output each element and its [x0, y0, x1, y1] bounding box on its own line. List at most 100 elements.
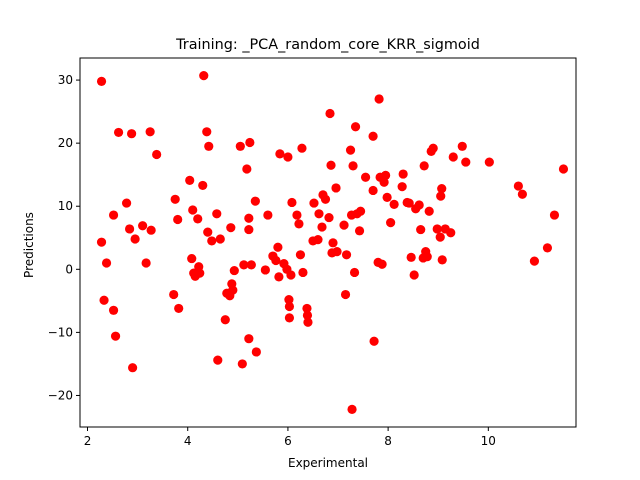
data-point: [414, 200, 424, 210]
y-tick-label: 20: [58, 136, 73, 150]
data-point: [242, 164, 252, 174]
data-point: [212, 209, 222, 219]
data-point: [348, 161, 358, 171]
data-point: [298, 267, 308, 278]
data-point: [138, 221, 148, 231]
data-point: [226, 223, 236, 233]
data-point: [406, 252, 416, 262]
data-point: [382, 192, 392, 202]
data-point: [517, 189, 527, 199]
data-point: [303, 317, 313, 327]
data-point: [409, 270, 419, 280]
data-point: [110, 331, 121, 341]
data-point: [235, 141, 245, 151]
data-point: [152, 149, 162, 160]
data-point: [237, 359, 247, 369]
data-point: [284, 313, 295, 323]
data-point: [313, 235, 323, 245]
data-point: [549, 210, 560, 220]
data-point: [199, 71, 209, 81]
data-point: [424, 206, 434, 216]
data-point: [325, 108, 335, 119]
data-point: [260, 265, 270, 275]
data-point: [141, 258, 151, 268]
data-point: [339, 220, 349, 230]
data-point: [286, 270, 296, 280]
data-point: [389, 199, 399, 209]
data-point: [347, 404, 357, 414]
data-point: [294, 219, 304, 229]
data-point: [246, 260, 256, 270]
data-point: [263, 210, 273, 220]
data-point: [326, 160, 336, 170]
data-point: [203, 227, 213, 237]
data-point: [350, 122, 361, 132]
data-point: [457, 141, 467, 151]
data-point: [275, 149, 285, 159]
data-point: [283, 152, 293, 162]
data-point: [284, 294, 294, 305]
data-point: [127, 129, 137, 139]
data-point: [448, 152, 458, 162]
data-points: [96, 71, 569, 414]
data-point: [295, 250, 306, 260]
data-point: [317, 222, 327, 232]
data-point: [397, 182, 407, 192]
data-point: [220, 315, 230, 325]
x-tick-label: 10: [481, 434, 496, 448]
data-point: [108, 305, 119, 315]
data-point: [435, 232, 445, 242]
x-tick-label: 4: [184, 434, 192, 448]
data-point: [187, 253, 197, 264]
data-point: [340, 289, 351, 300]
data-point: [398, 169, 408, 179]
data-point: [368, 131, 378, 141]
data-point: [229, 265, 239, 276]
data-point: [213, 355, 223, 365]
data-point: [244, 213, 254, 223]
data-point: [195, 268, 205, 278]
x-axis-title: Experimental: [288, 456, 368, 470]
data-point: [245, 137, 255, 148]
data-point: [309, 198, 319, 208]
y-tick-label: 10: [58, 199, 73, 213]
data-point: [204, 141, 214, 151]
data-point: [377, 259, 387, 269]
data-point: [324, 212, 334, 223]
data-point: [284, 301, 295, 312]
data-point: [349, 267, 360, 278]
data-point: [145, 127, 155, 137]
y-tick-label: 0: [65, 262, 73, 276]
data-point: [461, 157, 471, 167]
data-point: [273, 242, 283, 252]
data-point: [436, 191, 446, 201]
data-point: [146, 225, 156, 235]
data-point: [128, 363, 138, 373]
data-point: [368, 185, 378, 196]
data-point: [239, 260, 249, 270]
data-point: [125, 224, 135, 234]
data-point: [185, 175, 195, 185]
y-tick-label: −20: [48, 388, 73, 402]
data-point: [360, 172, 371, 182]
data-point: [558, 164, 569, 174]
data-point: [287, 197, 297, 208]
data-point: [99, 295, 109, 305]
data-point: [446, 228, 456, 238]
data-point: [513, 181, 523, 191]
data-point: [271, 255, 281, 266]
data-point: [484, 157, 494, 167]
data-point: [193, 214, 203, 224]
data-point: [437, 255, 447, 265]
data-point: [369, 336, 379, 346]
chart-title: Training: _PCA_random_core_KRR_sigmoid: [175, 37, 480, 53]
y-tick-label: −10: [48, 325, 73, 339]
data-point: [250, 196, 260, 206]
data-point: [244, 224, 254, 235]
data-point: [355, 206, 366, 216]
data-point: [292, 210, 302, 220]
data-point: [202, 127, 212, 137]
y-axis-title: Predictions: [22, 212, 36, 278]
axes: 2 4 6 8 10 −20 −10 0 10 20 30: [48, 57, 577, 448]
